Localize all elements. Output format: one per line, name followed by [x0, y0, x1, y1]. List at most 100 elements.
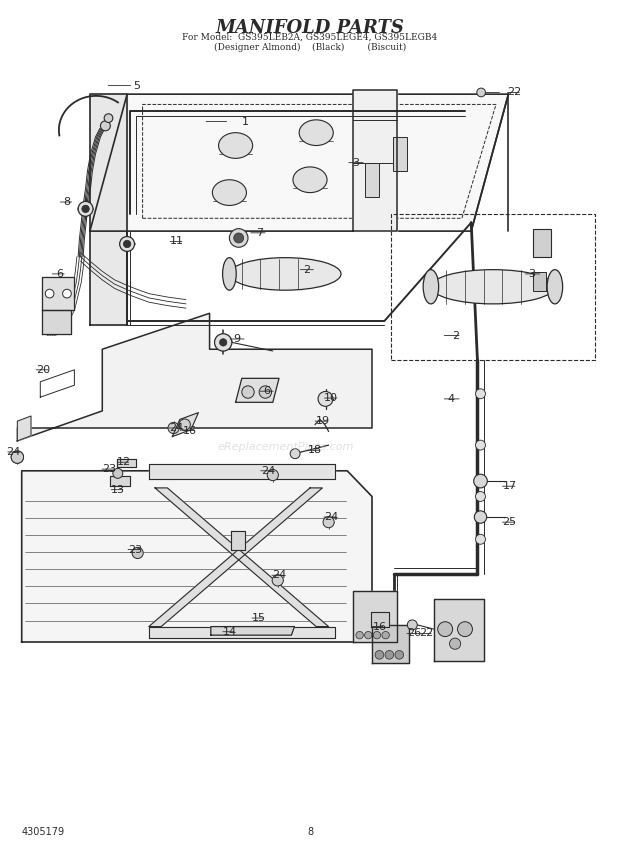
Polygon shape — [236, 378, 279, 402]
Ellipse shape — [212, 180, 247, 205]
Circle shape — [477, 88, 485, 97]
Text: 8: 8 — [63, 197, 71, 207]
Ellipse shape — [229, 258, 341, 290]
Text: 24: 24 — [272, 570, 286, 580]
Circle shape — [267, 469, 278, 481]
Polygon shape — [372, 625, 409, 663]
Circle shape — [78, 201, 93, 217]
Text: 6: 6 — [56, 269, 63, 279]
Circle shape — [318, 391, 333, 407]
Circle shape — [168, 422, 179, 434]
Text: 11: 11 — [170, 236, 184, 247]
Text: 16: 16 — [183, 425, 197, 436]
Ellipse shape — [223, 258, 236, 290]
Polygon shape — [353, 90, 397, 231]
Circle shape — [474, 511, 487, 523]
Circle shape — [375, 651, 384, 659]
Text: 24: 24 — [261, 466, 275, 476]
Circle shape — [290, 449, 300, 459]
Circle shape — [476, 389, 485, 399]
Text: 15: 15 — [252, 613, 266, 623]
Text: 16: 16 — [373, 621, 386, 632]
Circle shape — [272, 574, 283, 586]
Circle shape — [450, 638, 461, 650]
Polygon shape — [22, 471, 372, 642]
Polygon shape — [149, 464, 335, 479]
Circle shape — [120, 236, 135, 252]
Text: eReplacementParts.com: eReplacementParts.com — [217, 442, 353, 452]
Text: 13: 13 — [111, 484, 125, 495]
Polygon shape — [353, 591, 397, 642]
Text: 6: 6 — [263, 386, 270, 396]
Polygon shape — [434, 599, 484, 661]
Polygon shape — [90, 94, 508, 231]
Text: 24: 24 — [169, 423, 183, 433]
Circle shape — [259, 386, 272, 398]
Polygon shape — [17, 313, 372, 441]
Bar — [533, 229, 551, 257]
Polygon shape — [231, 531, 245, 550]
Bar — [365, 163, 379, 197]
Text: 4305179: 4305179 — [22, 827, 65, 837]
Circle shape — [373, 632, 381, 639]
Circle shape — [234, 233, 244, 243]
Bar — [393, 137, 407, 171]
Text: 26: 26 — [407, 628, 421, 639]
Text: 17: 17 — [503, 481, 516, 491]
Polygon shape — [90, 94, 127, 325]
Polygon shape — [17, 416, 31, 441]
Text: 4: 4 — [448, 394, 455, 404]
Ellipse shape — [218, 133, 253, 158]
Circle shape — [132, 547, 143, 559]
Circle shape — [395, 651, 404, 659]
Circle shape — [219, 339, 227, 346]
Circle shape — [82, 205, 89, 212]
Text: 5: 5 — [133, 80, 140, 91]
Text: 14: 14 — [223, 627, 236, 637]
Polygon shape — [211, 627, 294, 635]
Circle shape — [123, 241, 131, 247]
Ellipse shape — [293, 167, 327, 193]
Circle shape — [100, 121, 110, 131]
Circle shape — [229, 229, 248, 247]
Circle shape — [474, 474, 487, 488]
Polygon shape — [149, 488, 322, 627]
Text: 23: 23 — [128, 544, 142, 555]
Circle shape — [104, 114, 113, 122]
Circle shape — [365, 632, 372, 639]
Text: 1: 1 — [241, 116, 249, 127]
Polygon shape — [42, 277, 74, 310]
Circle shape — [438, 621, 453, 637]
Ellipse shape — [431, 270, 555, 304]
Text: 23: 23 — [102, 464, 116, 474]
Circle shape — [476, 440, 485, 450]
Circle shape — [242, 386, 254, 398]
Text: 20: 20 — [37, 365, 50, 375]
Circle shape — [179, 419, 190, 431]
Circle shape — [63, 289, 71, 298]
Text: 22: 22 — [420, 628, 433, 639]
Polygon shape — [149, 627, 335, 638]
Circle shape — [476, 491, 485, 502]
Polygon shape — [117, 459, 136, 467]
Circle shape — [382, 632, 389, 639]
Polygon shape — [40, 370, 74, 397]
Circle shape — [476, 534, 485, 544]
Polygon shape — [371, 612, 389, 627]
Text: 10: 10 — [324, 393, 338, 403]
Text: 3: 3 — [528, 269, 536, 279]
Text: 2: 2 — [303, 265, 311, 275]
Ellipse shape — [547, 270, 563, 304]
Text: 7: 7 — [255, 228, 263, 238]
Polygon shape — [172, 413, 198, 437]
Circle shape — [11, 451, 24, 463]
Circle shape — [215, 334, 232, 351]
Text: (Designer Almond)    (Black)        (Biscuit): (Designer Almond) (Black) (Biscuit) — [214, 43, 406, 52]
Polygon shape — [42, 310, 71, 334]
Circle shape — [356, 632, 363, 639]
Text: 3: 3 — [352, 158, 359, 168]
Text: 19: 19 — [316, 416, 329, 426]
Bar — [533, 272, 546, 291]
Text: 9: 9 — [233, 334, 241, 344]
Ellipse shape — [299, 120, 334, 146]
